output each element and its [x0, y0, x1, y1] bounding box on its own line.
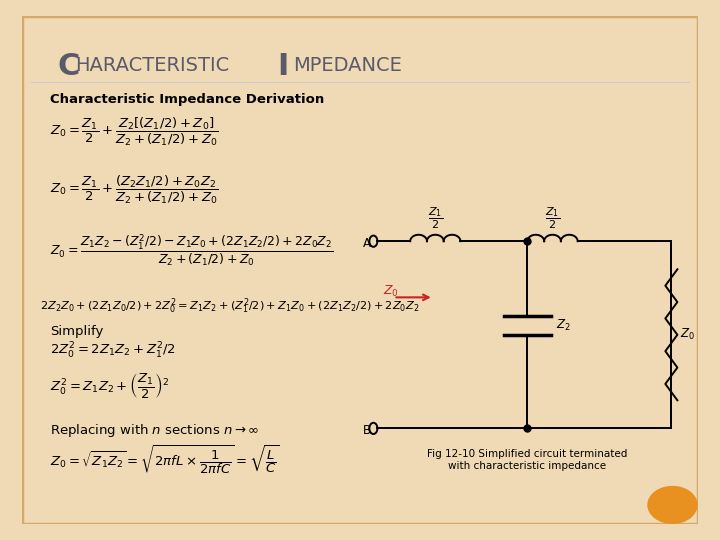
Text: B: B — [364, 424, 372, 437]
Text: $Z_0 = \sqrt{Z_1Z_2} = \sqrt{2\pi fL \times \dfrac{1}{2\pi fC}} = \sqrt{\dfrac{L: $Z_0 = \sqrt{Z_1Z_2} = \sqrt{2\pi fL \ti… — [50, 444, 279, 477]
Text: $Z_0 = \dfrac{Z_1Z_2-(Z_1^2/2)-Z_1Z_0+(2Z_1Z_2/2)+2Z_0Z_2}{Z_2+(Z_1/2)+Z_0}$: $Z_0 = \dfrac{Z_1Z_2-(Z_1^2/2)-Z_1Z_0+(2… — [50, 232, 333, 268]
Text: C: C — [58, 52, 80, 81]
Text: I: I — [277, 52, 289, 81]
Text: Characteristic Impedance Derivation: Characteristic Impedance Derivation — [50, 93, 324, 106]
Text: $Z_0$: $Z_0$ — [680, 327, 695, 342]
Text: $\dfrac{Z_1}{2}$: $\dfrac{Z_1}{2}$ — [545, 206, 560, 231]
Text: $Z_0 = \dfrac{Z_1}{2} + \dfrac{(Z_2Z_1/2)+Z_0Z_2}{Z_2+(Z_1/2)+Z_0}$: $Z_0 = \dfrac{Z_1}{2} + \dfrac{(Z_2Z_1/2… — [50, 174, 218, 206]
Text: Simplify: Simplify — [50, 325, 103, 338]
Text: MPEDANCE: MPEDANCE — [293, 56, 402, 75]
Text: HARACTERISTIC: HARACTERISTIC — [75, 56, 230, 75]
Text: $\dfrac{Z_1}{2}$: $\dfrac{Z_1}{2}$ — [428, 206, 443, 231]
Text: Replacing with $n$ sections $n \rightarrow \infty$: Replacing with $n$ sections $n \rightarr… — [50, 422, 259, 439]
Text: $Z_2$: $Z_2$ — [556, 318, 571, 333]
Text: $2Z_0^2 = 2Z_1Z_2 + Z_1^2/2$: $2Z_0^2 = 2Z_1Z_2 + Z_1^2/2$ — [50, 341, 175, 361]
Text: $Z_0$: $Z_0$ — [384, 284, 400, 299]
Text: $Z_0^2 = Z_1Z_2 + \left(\dfrac{Z_1}{2}\right)^2$: $Z_0^2 = Z_1Z_2 + \left(\dfrac{Z_1}{2}\r… — [50, 370, 168, 400]
Text: A: A — [364, 237, 372, 250]
Text: Fig 12-10 Simplified circuit terminated
with characteristic impedance: Fig 12-10 Simplified circuit terminated … — [427, 449, 628, 471]
Text: $Z_0 = \dfrac{Z_1}{2} + \dfrac{Z_2[(Z_1/2)+Z_0]}{Z_2+(Z_1/2)+Z_0}$: $Z_0 = \dfrac{Z_1}{2} + \dfrac{Z_2[(Z_1/… — [50, 116, 218, 148]
Text: $2Z_2Z_0+(2Z_1Z_0/2)+2Z_0^2=Z_1Z_2+(Z_1^2/2)+Z_1Z_0+(2Z_1Z_2/2)+2Z_0Z_2$: $2Z_2Z_0+(2Z_1Z_0/2)+2Z_0^2=Z_1Z_2+(Z_1^… — [40, 296, 420, 316]
